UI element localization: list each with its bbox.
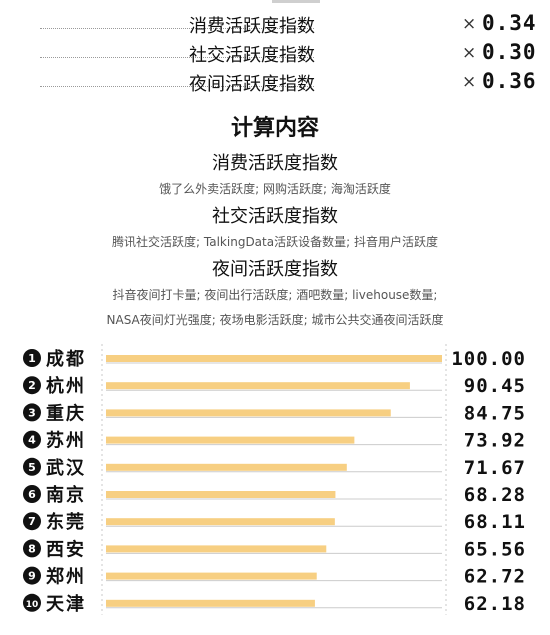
bar (106, 599, 315, 607)
weight-row-night: 夜间活跃度指数 × 0.36 (0, 68, 550, 97)
bar (106, 491, 336, 498)
rank-badge (23, 349, 41, 367)
value-label: 90.45 (464, 375, 526, 397)
weight-value: 0.36 (482, 69, 537, 93)
rank-number: 7 (28, 515, 36, 528)
rank-number: 3 (28, 406, 36, 419)
bar (106, 545, 327, 553)
section-title: 计算内容 (230, 116, 319, 141)
bar (106, 572, 317, 580)
value-label: 84.75 (464, 402, 526, 424)
multiply-sign: × (462, 14, 477, 34)
calculation-section: 计算内容 消费活跃度指数 饿了么外卖活跃度; 网购活跃度; 海淘活跃度 社交活跃… (0, 114, 550, 333)
dotted-leader (40, 57, 314, 58)
value-label: 62.72 (464, 566, 526, 588)
weight-name: 消费活跃度指数 (189, 16, 315, 37)
rank-number: 4 (28, 434, 36, 447)
index-desc-night-2: NASA夜间灯光强度; 夜场电影活跃度; 城市公共交通夜间活跃度 (106, 313, 444, 327)
city-label: 郑州 (46, 566, 86, 588)
ranking-bar-chart: 1 成都 100.00 2 杭州 90.45 3 重庆 84.75 4 苏州 73.92 5 武汉 71.6… (23, 344, 526, 615)
weight-name: 夜间活跃度指数 (189, 74, 315, 95)
multiply-sign: × (462, 43, 477, 63)
weight-row-consumption: 消费活跃度指数 × 0.34 (0, 10, 550, 39)
rank-badge (23, 593, 41, 612)
rank-badge (23, 485, 41, 503)
weight-name: 社交活跃度指数 (189, 45, 315, 66)
rank-badge (23, 376, 41, 395)
bar (106, 463, 347, 471)
dotted-leader (40, 86, 314, 87)
rank-badge (23, 512, 41, 531)
value-label: 73.92 (464, 430, 526, 452)
city-label: 南京 (46, 484, 86, 506)
rank-number: 6 (28, 488, 36, 501)
bar (106, 409, 391, 417)
rank-number: 8 (28, 542, 36, 555)
weights-section: 消费活跃度指数 × 0.34 社交活跃度指数 × 0.30 夜间活跃度指数 × … (0, 10, 550, 97)
value-label: 65.56 (464, 538, 526, 560)
city-label: 西安 (46, 538, 86, 560)
value-label: 68.11 (464, 511, 526, 533)
bar (106, 382, 410, 390)
value-label: 62.18 (464, 593, 526, 615)
rank-badge (23, 430, 41, 449)
value-label: 100.00 (451, 348, 526, 370)
rank-badge (23, 566, 41, 585)
multiply-sign: × (462, 72, 477, 92)
rank-badge (23, 457, 41, 476)
bar (106, 518, 335, 526)
city-label: 成都 (46, 348, 86, 370)
weight-row-social: 社交活跃度指数 × 0.30 (0, 39, 550, 68)
city-label: 杭州 (46, 375, 86, 397)
rank-badge (23, 403, 41, 422)
city-label: 苏州 (46, 430, 86, 452)
rank-number: 9 (28, 570, 36, 583)
rank-number: 5 (28, 461, 36, 474)
city-label: 东莞 (46, 511, 86, 533)
rank-number: 2 (28, 379, 36, 392)
city-label: 天津 (46, 593, 86, 615)
value-label: 68.28 (464, 484, 526, 506)
weight-value: 0.34 (482, 11, 537, 35)
top-divider (272, 0, 320, 3)
rank-number: 1 (28, 352, 36, 365)
rank-number: 10 (26, 600, 39, 610)
bar (106, 436, 355, 444)
index-desc-consumption: 饿了么外卖活跃度; 网购活跃度; 海淘活跃度 (159, 182, 391, 196)
bar (106, 355, 442, 362)
index-name-night: 夜间活跃度指数 (212, 259, 338, 280)
value-label: 71.67 (464, 457, 526, 479)
index-name-social: 社交活跃度指数 (212, 206, 338, 227)
rank-badge (23, 539, 41, 558)
weight-value: 0.30 (482, 40, 537, 64)
dotted-leader (40, 28, 314, 29)
city-label: 重庆 (46, 402, 86, 424)
index-name-consumption: 消费活跃度指数 (212, 153, 338, 174)
index-desc-night-1: 抖音夜间打卡量; 夜间出行活跃度; 酒吧数量; livehouse数量; (112, 288, 438, 302)
city-label: 武汉 (46, 458, 86, 479)
index-desc-social: 腾讯社交活跃度; TalkingData活跃设备数量; 抖音用户活跃度 (112, 235, 438, 249)
